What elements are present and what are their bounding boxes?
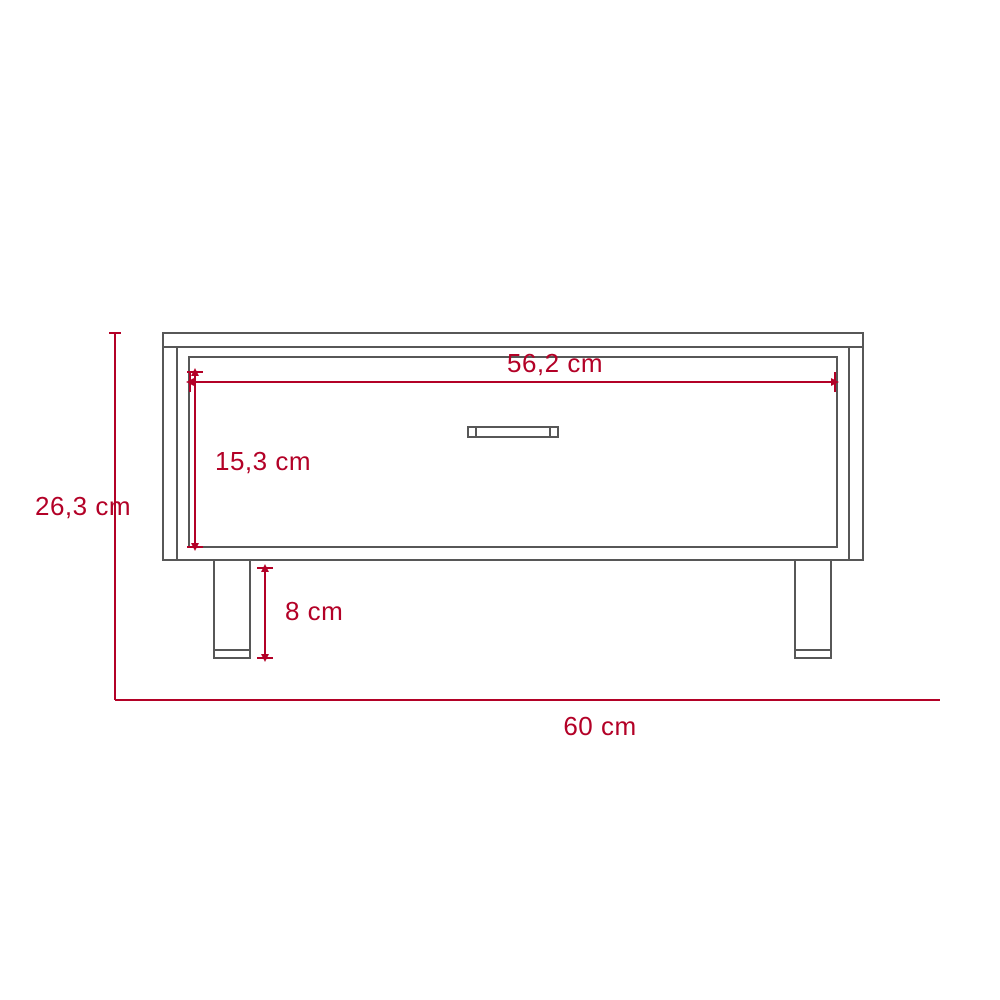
dim-inner-width-label: 56,2 cm (507, 348, 603, 378)
furniture-leg (795, 560, 831, 658)
dim-total-width-label: 60 cm (563, 711, 636, 741)
dim-drawer-height-label: 15,3 cm (215, 446, 311, 476)
dim-leg-height-label: 8 cm (285, 596, 343, 626)
furniture-leg (214, 560, 250, 658)
dim-total-height-label: 26,3 cm (35, 491, 131, 521)
